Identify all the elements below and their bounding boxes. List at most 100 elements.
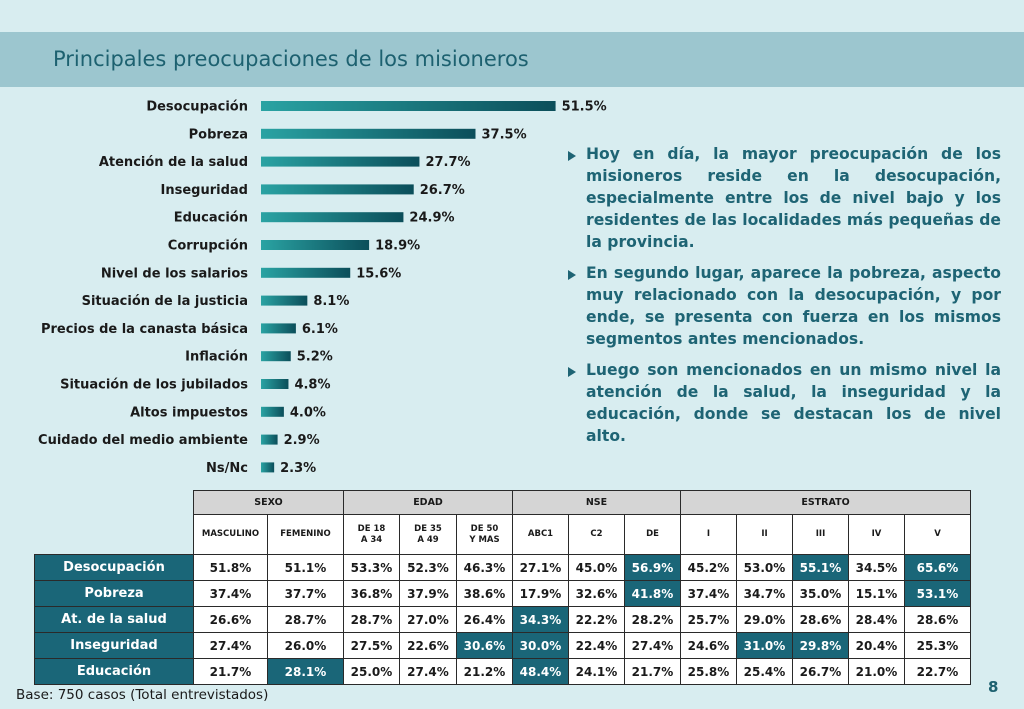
- table-cell: 29.8%: [792, 632, 849, 659]
- column-header: DE 35 A 49: [399, 514, 457, 555]
- bar: [261, 101, 556, 111]
- category-label: Inseguridad: [161, 183, 248, 198]
- group-header: ESTRATO: [680, 490, 971, 515]
- corner-blank: [35, 515, 194, 555]
- page-number: 8: [988, 678, 999, 696]
- table-cell: 21.7%: [193, 658, 268, 685]
- bar: [261, 184, 414, 195]
- table-cell: 46.3%: [456, 554, 513, 581]
- bar: [261, 295, 308, 306]
- table-cell: 17.9%: [512, 580, 569, 607]
- table-cell: 45.2%: [680, 554, 737, 581]
- table-cell: 26.0%: [267, 632, 344, 659]
- table-cell: 37.7%: [267, 580, 344, 607]
- table-cell: 37.4%: [680, 580, 737, 607]
- bar: [261, 212, 404, 223]
- column-header: IV: [848, 514, 905, 555]
- table-cell: 45.0%: [568, 554, 625, 581]
- category-label: Precios de la canasta básica: [41, 322, 248, 337]
- table-cell: 25.4%: [736, 658, 793, 685]
- column-header: V: [904, 514, 971, 555]
- table-cell: 31.0%: [736, 632, 793, 659]
- table-cell: 56.9%: [624, 554, 681, 581]
- bullet-item: Luego son mencionados en un mismo nivel …: [566, 359, 1001, 447]
- corner-blank: [35, 491, 194, 515]
- table-cell: 27.4%: [193, 632, 268, 659]
- bar: [261, 379, 289, 389]
- triangle-bullet-icon: [568, 367, 576, 377]
- category-label: Educación: [174, 211, 248, 226]
- bar: [261, 434, 278, 445]
- table-cell: 15.1%: [848, 580, 905, 607]
- table-cell: 24.6%: [680, 632, 737, 659]
- table-cell: 55.1%: [792, 554, 849, 581]
- column-header: I: [680, 514, 737, 555]
- table-cell: 26.4%: [456, 606, 513, 633]
- table-cell: 25.8%: [680, 658, 737, 685]
- category-label: Nivel de los salarios: [101, 266, 248, 281]
- column-header: FEMENINO: [267, 514, 344, 555]
- table-cell: 37.4%: [193, 580, 268, 607]
- group-header: SEXO: [193, 490, 344, 515]
- bar: [261, 406, 284, 417]
- table-cell: 53.3%: [343, 554, 400, 581]
- column-header: C2: [568, 514, 625, 555]
- table-cell: 34.5%: [848, 554, 905, 581]
- table-cell: 28.4%: [848, 606, 905, 633]
- bar: [261, 462, 275, 473]
- value-label: 27.7%: [425, 155, 470, 170]
- bar: [261, 156, 420, 167]
- category-label: Cuidado del medio ambiente: [38, 433, 248, 448]
- category-label: Situación de los jubilados: [60, 378, 248, 393]
- table-cell: 51.1%: [267, 554, 344, 581]
- bullet-text: En segundo lugar, aparece la pobreza, as…: [586, 264, 1001, 348]
- value-label: 6.1%: [302, 322, 338, 337]
- table-cell: 24.1%: [568, 658, 625, 685]
- bar: [261, 351, 291, 362]
- table-row: Pobreza 37.4% 37.7% 36.8% 37.9% 38.6% 17.9% 32.…: [34, 580, 971, 607]
- table-cell: 51.8%: [193, 554, 268, 581]
- table-cell: 53.0%: [736, 554, 793, 581]
- table-cell: 27.1%: [512, 554, 569, 581]
- table-row: At. de la salud 26.6% 28.7% 28.7% 27.0% 26.4%…: [34, 606, 971, 633]
- table-cell: 27.0%: [399, 606, 457, 633]
- table-row: Desocupación 51.8% 51.1% 53.3% 52.3% 46.3% 27.…: [34, 554, 971, 581]
- category-label: Pobreza: [189, 127, 248, 142]
- table-row: Inseguridad 27.4% 26.0% 27.5% 22.6% 30.6% 30.0…: [34, 632, 971, 659]
- bar: [261, 240, 370, 250]
- group-header: EDAD: [343, 490, 513, 515]
- table-cell: 30.0%: [512, 632, 569, 659]
- crosstab-table: SEXO EDAD NSE ESTRATO MASCULINO FEMENINO DE 18…: [34, 490, 971, 685]
- bullet-item: En segundo lugar, aparece la pobreza, as…: [566, 262, 1001, 350]
- table-cell: 48.4%: [512, 658, 569, 685]
- row-label: Desocupación: [34, 554, 194, 581]
- value-label: 26.7%: [420, 183, 465, 198]
- bar: [261, 267, 351, 278]
- bullet-text: Hoy en día, la mayor preocupación de los…: [586, 145, 1002, 251]
- table-cell: 36.8%: [343, 580, 400, 607]
- page-title: Principales preocupaciones de los mision…: [53, 47, 529, 71]
- group-header-row: SEXO EDAD NSE ESTRATO: [35, 490, 971, 515]
- table-cell: 22.2%: [568, 606, 625, 633]
- table-cell: 52.3%: [399, 554, 457, 581]
- value-label: 37.5%: [482, 127, 527, 142]
- column-header: DE 18 A 34: [343, 514, 400, 555]
- table-cell: 26.7%: [792, 658, 849, 685]
- table-cell: 35.0%: [792, 580, 849, 607]
- category-label: Inflación: [185, 350, 248, 365]
- bullet-item: Hoy en día, la mayor preocupación de los…: [566, 143, 1001, 253]
- table-cell: 30.6%: [456, 632, 513, 659]
- row-label: Pobreza: [34, 580, 194, 607]
- table-cell: 41.8%: [624, 580, 681, 607]
- table-cell: 20.4%: [848, 632, 905, 659]
- value-label: 24.9%: [409, 211, 454, 226]
- table-cell: 22.7%: [904, 658, 971, 685]
- value-label: 51.5%: [562, 100, 607, 115]
- value-label: 4.8%: [294, 378, 330, 393]
- table-cell: 21.7%: [624, 658, 681, 685]
- value-label: 18.9%: [375, 239, 420, 254]
- triangle-bullet-icon: [568, 151, 576, 161]
- table-cell: 32.6%: [568, 580, 625, 607]
- category-label: Altos impuestos: [130, 405, 248, 420]
- value-label: 8.1%: [313, 294, 349, 309]
